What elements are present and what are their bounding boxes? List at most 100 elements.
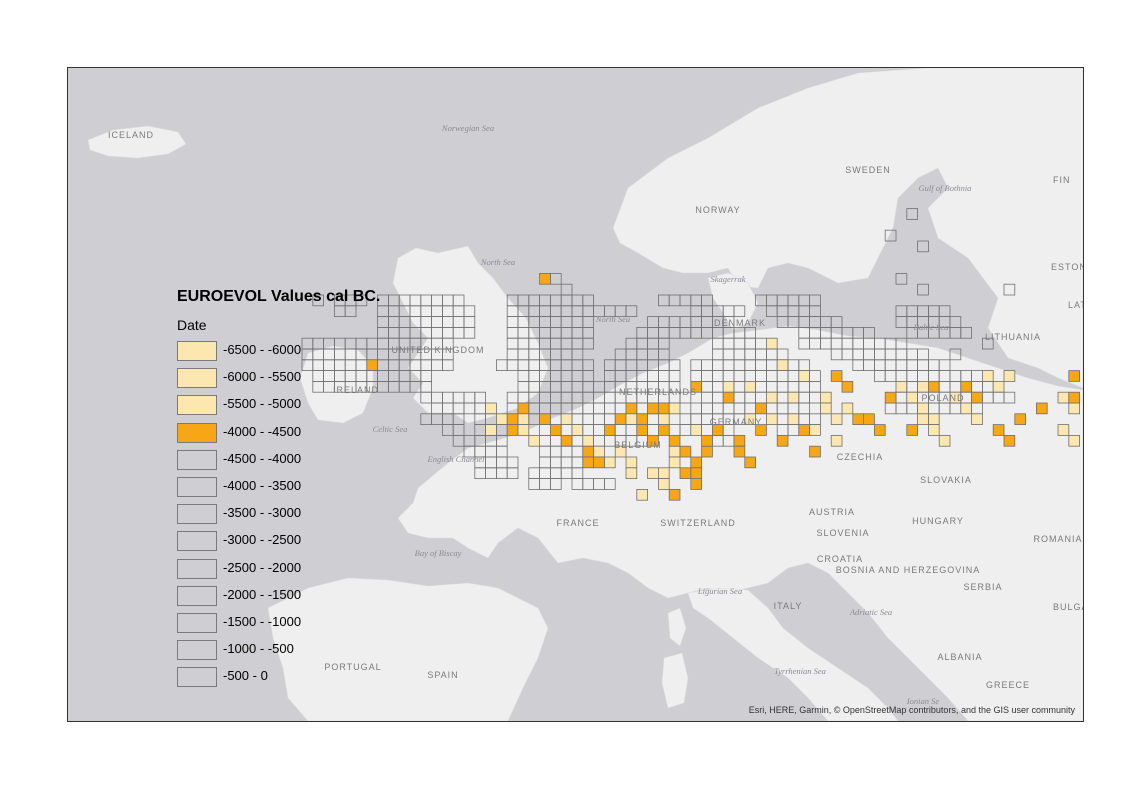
grid-cell[interactable] — [949, 348, 962, 361]
grid-cell[interactable] — [1003, 370, 1016, 382]
grid-cell[interactable] — [604, 478, 616, 490]
grid-cell[interactable] — [1068, 402, 1080, 415]
grid-cell[interactable] — [506, 467, 519, 479]
grid-cell[interactable] — [863, 413, 875, 425]
grid-cell[interactable] — [625, 402, 638, 415]
grid-cell[interactable] — [1003, 434, 1016, 447]
grid-cell[interactable] — [506, 413, 519, 425]
map-frame[interactable]: ICELAND NORWAY SWEDEN FIN ESTONI LAT LITHUANIA… — [67, 67, 1084, 722]
grid-cell[interactable] — [495, 413, 508, 425]
grid-cell[interactable] — [539, 272, 551, 285]
grid-cell[interactable] — [701, 434, 713, 447]
grid-cell[interactable] — [1068, 391, 1080, 404]
grid-cell[interactable] — [441, 359, 454, 371]
grid-cell[interactable] — [582, 337, 594, 350]
grid-cell[interactable] — [668, 488, 681, 501]
grid-cell[interactable] — [917, 283, 929, 296]
grid-cell[interactable] — [539, 413, 551, 425]
grid-cell[interactable] — [549, 424, 562, 436]
grid-cell[interactable] — [668, 402, 681, 415]
grid-cell[interactable] — [830, 434, 843, 447]
grid-cell[interactable] — [517, 424, 530, 436]
grid-cell[interactable] — [1003, 391, 1016, 404]
grid-cell[interactable] — [658, 478, 670, 490]
grid-cell[interactable] — [701, 445, 713, 458]
grid-cell[interactable] — [625, 456, 638, 469]
grid-cell[interactable] — [668, 456, 681, 469]
grid-cell[interactable] — [690, 478, 702, 490]
grid-cell[interactable] — [485, 424, 497, 436]
grid-cell[interactable] — [787, 391, 800, 404]
grid-cell[interactable] — [485, 402, 497, 415]
grid-cell[interactable] — [744, 380, 756, 393]
grid-cell[interactable] — [830, 370, 843, 382]
grid-cell[interactable] — [614, 445, 627, 458]
grid-cell[interactable] — [992, 424, 1005, 436]
grid-cell[interactable] — [1003, 283, 1016, 296]
grid-cell[interactable] — [917, 380, 929, 393]
grid-cell[interactable] — [906, 424, 918, 436]
grid-cell[interactable] — [593, 456, 605, 469]
grid-cell[interactable] — [744, 413, 756, 425]
grid-cell[interactable] — [830, 413, 843, 425]
grid-cell[interactable] — [690, 456, 702, 469]
grid-cell[interactable] — [755, 402, 767, 415]
grid-cell[interactable] — [722, 380, 735, 393]
grid-cell[interactable] — [679, 445, 692, 458]
grid-cell[interactable] — [960, 326, 972, 339]
grid-cell[interactable] — [906, 391, 918, 404]
grid-cell[interactable] — [841, 380, 854, 393]
grid-cell[interactable] — [722, 391, 735, 404]
grid-cell[interactable] — [874, 424, 886, 436]
grid-cell[interactable] — [517, 413, 530, 425]
grid-cell[interactable] — [1068, 434, 1080, 447]
grid-cell[interactable] — [582, 445, 594, 458]
grid-cell[interactable] — [647, 402, 659, 415]
grid-cell[interactable] — [463, 326, 476, 339]
grid-cell[interactable] — [766, 337, 778, 350]
grid-cell[interactable] — [906, 305, 918, 318]
grid-cell[interactable] — [658, 402, 670, 415]
grid-cell[interactable] — [366, 359, 378, 371]
grid-cell[interactable] — [917, 402, 929, 415]
grid-cell[interactable] — [625, 467, 638, 479]
grid-cell[interactable] — [679, 467, 692, 479]
grid-cell[interactable] — [647, 467, 659, 479]
grid-cell[interactable] — [776, 434, 789, 447]
grid-cell[interactable] — [960, 380, 972, 393]
grid-cell[interactable] — [636, 413, 648, 425]
grid-cell[interactable] — [971, 413, 983, 425]
grid-cell[interactable] — [1057, 424, 1070, 436]
grid-cell[interactable] — [938, 434, 951, 447]
grid-cell[interactable] — [755, 424, 767, 436]
grid-cell[interactable] — [636, 424, 648, 436]
grid-cell[interactable] — [312, 294, 325, 307]
grid-cell[interactable] — [906, 208, 918, 220]
grid-cell[interactable] — [647, 434, 659, 447]
grid-cell[interactable] — [679, 391, 692, 404]
grid-cell[interactable] — [604, 424, 616, 436]
grid-cell[interactable] — [625, 305, 638, 318]
grid-cell[interactable] — [604, 456, 616, 469]
grid-cell[interactable] — [658, 467, 670, 479]
grid-cell[interactable] — [766, 391, 778, 404]
grid-cell[interactable] — [517, 402, 530, 415]
grid-cell[interactable] — [820, 391, 832, 404]
grid-cell[interactable] — [917, 240, 929, 253]
grid-cell[interactable] — [820, 402, 832, 415]
grid-cell[interactable] — [582, 434, 594, 447]
grid-cell[interactable] — [982, 370, 994, 382]
grid-cell[interactable] — [582, 456, 594, 469]
grid-cell[interactable] — [917, 413, 929, 425]
grid-cell[interactable] — [841, 402, 854, 415]
grid-cell[interactable] — [733, 305, 746, 318]
grid-cell[interactable] — [549, 478, 562, 490]
grid-cell[interactable] — [560, 413, 573, 425]
grid-cell[interactable] — [982, 337, 994, 350]
grid-cell[interactable] — [528, 434, 540, 447]
grid-cell[interactable] — [928, 380, 940, 393]
grid-cell[interactable] — [560, 434, 573, 447]
grid-cell[interactable] — [884, 391, 897, 404]
grid-cell[interactable] — [1057, 391, 1070, 404]
grid-cell[interactable] — [928, 424, 940, 436]
